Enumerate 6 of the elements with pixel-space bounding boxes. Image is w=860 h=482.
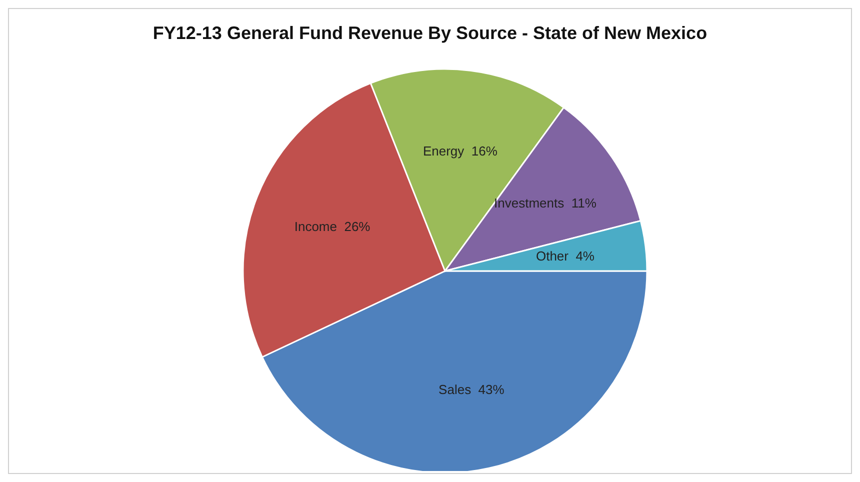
chart-title: FY12-13 General Fund Revenue By Source - State of New Mexico — [152, 22, 708, 44]
slice-label: Investments 11% — [494, 195, 597, 210]
slice-label: Sales 43% — [438, 382, 505, 397]
slice-label: Energy 16% — [422, 143, 498, 158]
slice-label: Income 26% — [294, 218, 371, 234]
slice-label: Other 4% — [536, 248, 595, 264]
